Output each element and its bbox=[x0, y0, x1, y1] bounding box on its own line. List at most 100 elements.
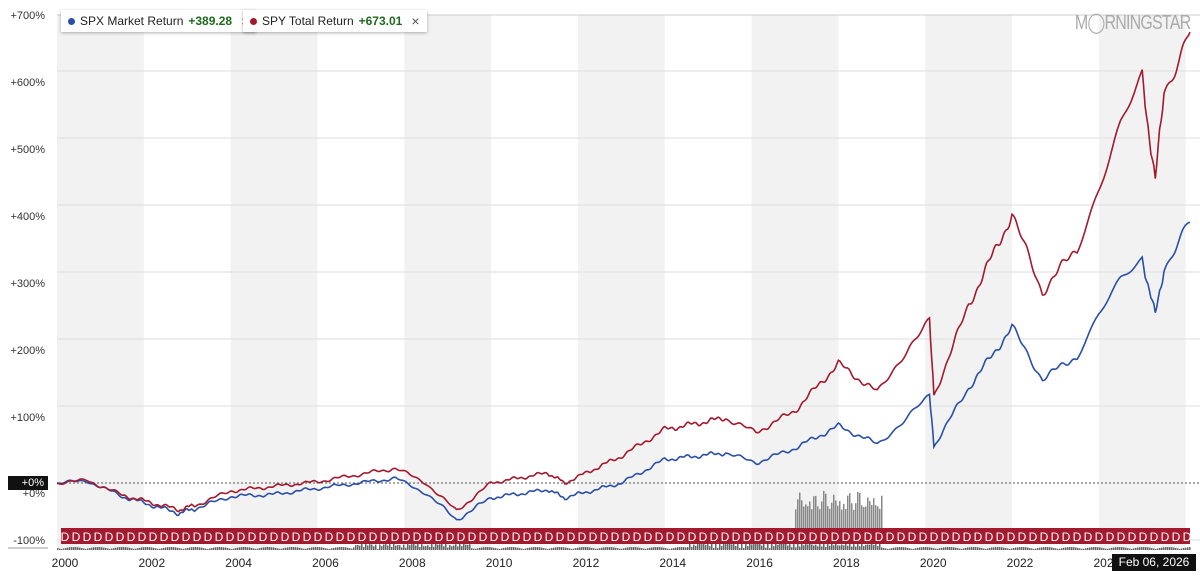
volume-bar bbox=[135, 548, 137, 550]
volume-bar bbox=[787, 545, 789, 550]
volume-bar bbox=[57, 548, 59, 550]
volume-bar bbox=[831, 502, 833, 528]
volume-bar bbox=[681, 547, 683, 550]
volume-bar bbox=[1085, 548, 1087, 550]
volume-bar bbox=[643, 548, 645, 550]
dividend-marker: D bbox=[875, 530, 884, 544]
volume-bar bbox=[869, 501, 871, 528]
volume-bar bbox=[93, 547, 95, 550]
legend-item-spx[interactable]: SPX Market Return +389.28 × bbox=[61, 10, 257, 32]
volume-bar bbox=[915, 548, 917, 550]
legend-item-spy[interactable]: SPY Total Return +673.01 × bbox=[243, 10, 427, 32]
volume-bar bbox=[859, 546, 861, 550]
volume-bar bbox=[919, 547, 921, 550]
volume-bar bbox=[481, 547, 483, 550]
volume-bar bbox=[329, 548, 331, 550]
volume-bar bbox=[721, 545, 723, 550]
volume-bar bbox=[409, 545, 411, 550]
dividend-marker: D bbox=[1073, 530, 1082, 544]
dividend-marker: D bbox=[1018, 530, 1027, 544]
dividend-marker: D bbox=[380, 530, 389, 544]
volume-bar bbox=[933, 548, 935, 550]
volume-bar bbox=[859, 492, 861, 528]
volume-bar bbox=[839, 501, 841, 528]
volume-bar bbox=[499, 548, 501, 550]
volume-bar bbox=[107, 548, 109, 550]
volume-bar bbox=[1093, 547, 1095, 550]
volume-bar bbox=[1027, 547, 1029, 550]
volume-bar bbox=[353, 547, 355, 550]
volume-bar bbox=[355, 545, 357, 550]
volume-bar bbox=[121, 547, 123, 550]
volume-bar bbox=[1125, 547, 1127, 550]
volume-bar bbox=[397, 544, 399, 550]
dividend-marker: D bbox=[941, 530, 950, 544]
volume-bar bbox=[145, 547, 147, 550]
volume-bar bbox=[587, 547, 589, 550]
volume-bar bbox=[855, 546, 857, 550]
volume-bar bbox=[695, 545, 697, 550]
volume-bar bbox=[1163, 547, 1165, 550]
volume-bar bbox=[755, 543, 757, 550]
volume-bar bbox=[709, 546, 711, 550]
volume-bar bbox=[877, 546, 879, 550]
volume-bar bbox=[277, 548, 279, 550]
volume-bar bbox=[1113, 547, 1115, 550]
volume-bar bbox=[909, 548, 911, 550]
volume-bar bbox=[439, 544, 441, 550]
volume-bar bbox=[1069, 547, 1071, 550]
volume-bar bbox=[249, 547, 251, 550]
volume-bar bbox=[1103, 548, 1105, 550]
volume-bar bbox=[537, 547, 539, 550]
volume-bar bbox=[441, 543, 443, 550]
volume-bar bbox=[799, 546, 801, 550]
volume-bar bbox=[201, 547, 203, 550]
volume-bar bbox=[819, 509, 821, 528]
volume-bar bbox=[989, 547, 991, 550]
volume-bar bbox=[845, 508, 847, 528]
legend-value: +673.01 bbox=[358, 14, 403, 28]
volume-bar bbox=[605, 547, 607, 550]
volume-bar bbox=[371, 544, 373, 550]
volume-bar bbox=[953, 547, 955, 550]
volume-bar bbox=[539, 547, 541, 550]
volume-bar bbox=[887, 548, 889, 550]
volume-bar bbox=[411, 544, 413, 550]
volume-bar bbox=[387, 545, 389, 550]
volume-bar bbox=[825, 546, 827, 550]
dividend-marker: D bbox=[468, 530, 477, 544]
volume-bar bbox=[511, 547, 513, 550]
volume-bar bbox=[929, 547, 931, 550]
volume-bar bbox=[791, 547, 793, 550]
volume-bar bbox=[631, 547, 633, 550]
volume-bar bbox=[395, 545, 397, 550]
dividend-marker: D bbox=[853, 530, 862, 544]
volume-bar bbox=[543, 547, 545, 550]
dividend-marker: D bbox=[688, 530, 697, 544]
volume-bar bbox=[957, 548, 959, 550]
dividend-marker: D bbox=[325, 530, 334, 544]
volume-bar bbox=[925, 547, 927, 550]
volume-bar bbox=[139, 547, 141, 550]
volume-bar bbox=[333, 547, 335, 550]
volume-bar bbox=[385, 544, 387, 550]
volume-bar bbox=[489, 547, 491, 550]
dividend-marker: D bbox=[490, 530, 499, 544]
y-tick-label: +600% bbox=[10, 77, 45, 89]
volume-bar bbox=[341, 547, 343, 550]
volume-bar bbox=[1051, 547, 1053, 550]
volume-bar bbox=[1019, 547, 1021, 550]
close-icon[interactable]: × bbox=[411, 13, 420, 29]
dividend-marker: D bbox=[1150, 530, 1159, 544]
volume-bar bbox=[253, 548, 255, 550]
volume-bar bbox=[601, 547, 603, 550]
dividend-marker: D bbox=[798, 530, 807, 544]
volume-bar bbox=[633, 547, 635, 550]
volume-bar bbox=[845, 543, 847, 550]
volume-bar bbox=[547, 548, 549, 550]
volume-bar bbox=[1143, 547, 1145, 550]
volume-bar bbox=[639, 547, 641, 550]
volume-bar bbox=[133, 548, 135, 550]
volume-bar bbox=[379, 544, 381, 550]
volume-bar bbox=[1071, 547, 1073, 550]
